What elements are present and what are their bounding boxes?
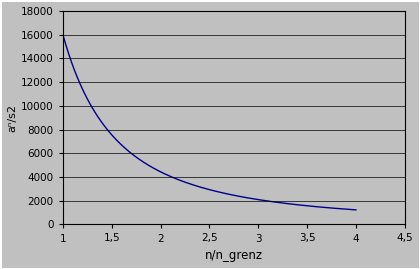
Y-axis label: aⁿ/s2: aⁿ/s2 [7, 104, 17, 132]
X-axis label: n/n_grenz: n/n_grenz [205, 249, 263, 262]
